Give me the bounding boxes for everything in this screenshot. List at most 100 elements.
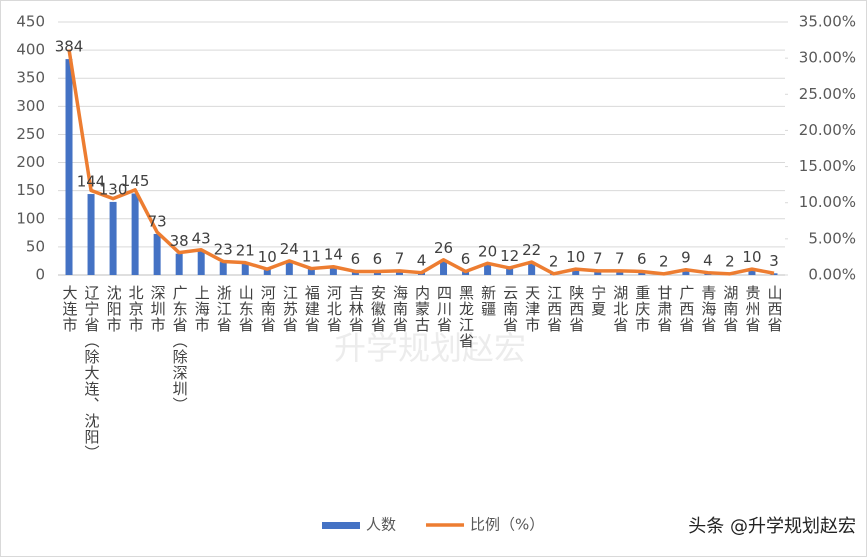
x-tick-label: 江苏省 bbox=[281, 285, 299, 333]
x-tick-label: 天津市 bbox=[523, 285, 541, 333]
y2-tick-label: 5.00% bbox=[808, 229, 856, 247]
data-label: 14 bbox=[324, 246, 343, 264]
watermark: 升学规划赵宏 bbox=[334, 329, 526, 367]
data-label: 43 bbox=[192, 229, 211, 247]
bar bbox=[87, 194, 95, 275]
y2-tick-label: 15.00% bbox=[799, 157, 856, 175]
bar bbox=[65, 59, 73, 276]
bar bbox=[616, 271, 624, 275]
x-tick-label: 江西省 bbox=[545, 285, 563, 333]
data-label: 26 bbox=[434, 239, 453, 257]
x-tick-label: 辽宁省（除大连、沈阳） bbox=[83, 285, 101, 461]
bar bbox=[263, 269, 271, 275]
x-tick-label: 重庆市 bbox=[633, 285, 651, 333]
bar bbox=[484, 263, 492, 275]
bar bbox=[638, 271, 646, 275]
bar bbox=[175, 253, 183, 275]
y-tick-label: 200 bbox=[16, 153, 45, 171]
data-label: 22 bbox=[522, 241, 541, 259]
y2-tick-label: 10.00% bbox=[799, 193, 856, 211]
bar bbox=[153, 233, 161, 275]
x-tick-label: 广西省 bbox=[677, 285, 695, 333]
x-tick-label: 深圳市 bbox=[149, 285, 167, 333]
x-tick-label: 新疆 bbox=[479, 285, 497, 317]
x-tick-label: 山东省 bbox=[237, 285, 255, 333]
bar bbox=[219, 262, 227, 275]
data-label: 6 bbox=[373, 250, 383, 268]
x-tick-label: 北京市 bbox=[127, 285, 145, 333]
bar bbox=[329, 267, 337, 275]
y-tick-label: 150 bbox=[16, 181, 45, 199]
bar bbox=[594, 271, 602, 275]
x-tick-label: 大连市 bbox=[61, 285, 79, 333]
x-tick-label: 广东省（除深圳） bbox=[171, 285, 189, 413]
legend-label: 人数 bbox=[366, 516, 396, 534]
y-tick-label: 450 bbox=[16, 13, 45, 31]
x-tick-label: 陕西省 bbox=[567, 285, 585, 333]
bar bbox=[528, 262, 536, 275]
bar bbox=[285, 261, 293, 275]
x-tick-label: 青海省 bbox=[699, 285, 717, 333]
y-tick-label: 100 bbox=[16, 209, 45, 227]
y2-tick-label: 20.00% bbox=[799, 121, 856, 139]
x-tick-label: 黑龙江省 bbox=[457, 285, 475, 349]
data-label: 7 bbox=[395, 250, 405, 268]
x-tick-label: 上海市 bbox=[193, 285, 211, 333]
bar bbox=[109, 201, 117, 275]
data-label: 6 bbox=[351, 250, 361, 268]
x-tick-label: 吉林省 bbox=[347, 285, 365, 333]
x-tick-label: 河南省 bbox=[259, 285, 277, 333]
data-label: 6 bbox=[637, 250, 647, 268]
bar bbox=[440, 260, 448, 275]
data-label: 7 bbox=[615, 250, 625, 268]
bar bbox=[197, 250, 205, 275]
bar bbox=[748, 269, 756, 275]
data-label: 23 bbox=[214, 241, 233, 259]
x-tick-label: 福建省 bbox=[303, 285, 321, 333]
data-label: 6 bbox=[461, 250, 471, 268]
x-tick-label: 内蒙古 bbox=[413, 285, 431, 333]
x-tick-label: 湖北省 bbox=[611, 285, 629, 333]
y2-tick-label: 25.00% bbox=[799, 85, 856, 103]
data-label: 9 bbox=[681, 248, 691, 266]
x-tick-label: 甘肃省 bbox=[655, 285, 673, 333]
data-label: 4 bbox=[417, 251, 427, 269]
data-label: 2 bbox=[659, 252, 669, 270]
line bbox=[67, 49, 775, 276]
bar bbox=[395, 271, 403, 275]
x-tick-label: 海南省 bbox=[391, 285, 409, 333]
data-label: 12 bbox=[500, 247, 519, 265]
bar bbox=[373, 271, 381, 275]
bar bbox=[506, 268, 514, 275]
data-label: 11 bbox=[302, 247, 321, 265]
data-label: 144 bbox=[77, 173, 106, 191]
x-tick-label: 山西省 bbox=[765, 285, 783, 333]
x-tick-label: 湖南省 bbox=[721, 285, 739, 333]
data-label: 130 bbox=[99, 180, 128, 198]
y-tick-label: 300 bbox=[16, 97, 45, 115]
data-label: 73 bbox=[148, 212, 167, 230]
data-label: 38 bbox=[170, 232, 189, 250]
x-tick-label: 安徽省 bbox=[369, 285, 387, 333]
y-tick-label: 0 bbox=[35, 266, 45, 284]
data-label: 145 bbox=[121, 172, 150, 190]
y2-tick-label: 35.00% bbox=[799, 13, 856, 31]
annotation: 头条 @升学规划赵宏 bbox=[688, 516, 856, 537]
bar bbox=[572, 269, 580, 275]
x-tick-label: 贵州省 bbox=[743, 285, 761, 333]
y-tick-label: 400 bbox=[16, 41, 45, 59]
x-tick-label: 宁夏 bbox=[589, 285, 607, 317]
x-tick-label: 沈阳市 bbox=[105, 285, 123, 333]
y-tick-label: 350 bbox=[16, 69, 45, 87]
x-tick-label: 四川省 bbox=[435, 285, 453, 333]
data-label: 10 bbox=[742, 248, 761, 266]
data-label: 21 bbox=[236, 242, 255, 260]
bar bbox=[462, 271, 470, 275]
data-label: 4 bbox=[703, 251, 713, 269]
bar bbox=[351, 271, 359, 275]
y2-tick-label: 30.00% bbox=[799, 49, 856, 67]
legend-swatch bbox=[322, 522, 360, 529]
y-tick-label: 50 bbox=[26, 237, 45, 255]
